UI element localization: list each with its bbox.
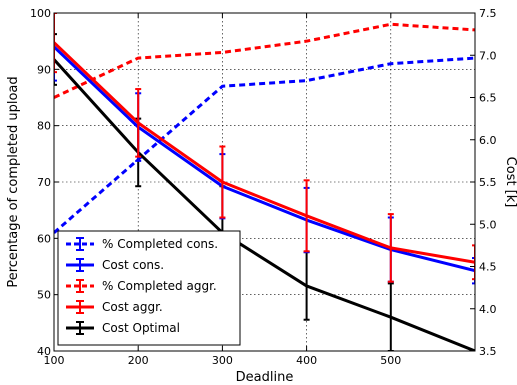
legend-label-completed-aggr: % Completed aggr. xyxy=(102,279,217,293)
y-right-tick-label: 5.5 xyxy=(479,176,497,189)
y-right-tick-label: 3.5 xyxy=(479,345,497,358)
series-group xyxy=(54,13,475,351)
legend-label-cost-aggr: Cost aggr. xyxy=(102,300,163,314)
series-line-cost-cons xyxy=(54,45,475,273)
legend-label-cost-cons: Cost cons. xyxy=(102,258,164,272)
axis-ticks: 100 200 300 400 500 40 50 60 70 80 90 100 3.5 4.0 4.5 5… xyxy=(30,7,497,367)
x-tick-label: 300 xyxy=(212,354,233,367)
y-left-tick-label: 40 xyxy=(37,345,51,358)
y-right-tick-label: 4.0 xyxy=(479,303,497,316)
x-axis-label: Deadline xyxy=(236,370,294,385)
x-tick-label: 500 xyxy=(380,354,401,367)
y-axis-left-label: Percentage of completed upload xyxy=(6,76,21,287)
x-tick-label: 100 xyxy=(44,354,65,367)
y-right-tick-label: 7.0 xyxy=(479,49,497,62)
series-line-completed-aggr xyxy=(54,22,475,99)
y-right-tick-label: 6.0 xyxy=(479,134,497,147)
series-line-cost-optimal xyxy=(54,58,475,351)
y-left-tick-label: 90 xyxy=(37,63,51,76)
legend-box xyxy=(57,230,241,346)
y-left-tick-label: 60 xyxy=(37,232,51,245)
y-left-tick-label: 50 xyxy=(37,289,51,302)
series-line-completed-cons xyxy=(54,56,475,234)
legend: % Completed cons. Cost cons. % Completed a… xyxy=(57,230,241,346)
y-left-tick-label: 70 xyxy=(37,176,51,189)
y-right-tick-label: 6.5 xyxy=(479,92,497,105)
y-right-tick-label: 4.5 xyxy=(479,261,497,274)
y-right-tick-label: 5.0 xyxy=(479,218,497,231)
legend-label-cost-optimal: Cost Optimal xyxy=(102,321,180,335)
y-left-tick-label: 80 xyxy=(37,120,51,133)
x-tick-label: 400 xyxy=(296,354,317,367)
y-axis-right-label: Cost [k] xyxy=(503,157,517,208)
series-line-cost-aggr xyxy=(54,41,475,264)
series-layer xyxy=(54,13,475,351)
y-right-tick-label: 7.5 xyxy=(479,7,497,20)
x-tick-label: 200 xyxy=(128,354,149,367)
y-left-tick-label: 100 xyxy=(30,7,51,20)
legend-label-completed-cons: % Completed cons. xyxy=(102,237,218,251)
